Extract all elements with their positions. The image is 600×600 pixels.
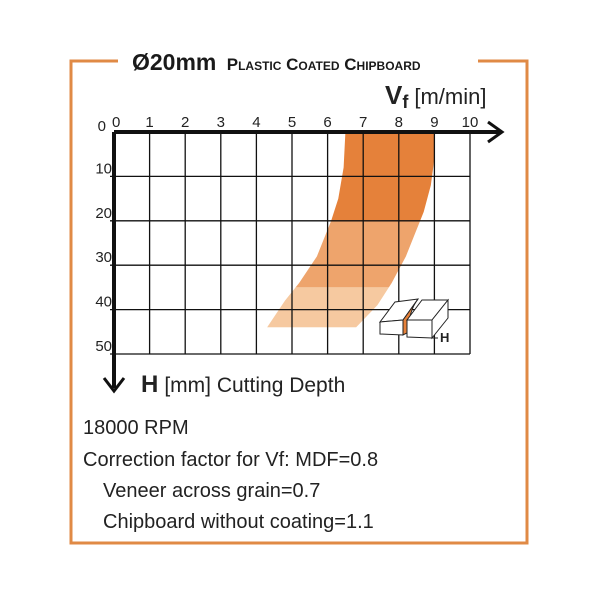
y-axis-arrow	[102, 377, 126, 394]
x-tick-label: 3	[217, 114, 225, 131]
y-axis-label: H [mm] Cutting Depth	[141, 371, 345, 398]
y-tick-label: 20	[95, 205, 112, 222]
x-tick-label: 1	[145, 114, 153, 131]
x-axis-arrow	[487, 120, 505, 144]
x-tick-label: 7	[359, 114, 367, 131]
title-diameter: Ø20mm	[132, 49, 216, 75]
title-material: Plastic Coated Chipboard	[227, 55, 421, 74]
rpm-text: 18000 RPM	[83, 417, 189, 439]
x-tick-label: 2	[181, 114, 189, 131]
x-tick-label: 5	[288, 114, 296, 131]
y-tick-label: 40	[95, 294, 112, 311]
x-tick-label: 8	[395, 114, 403, 131]
y-tick-label: 30	[95, 249, 112, 266]
y-tick-label: 0	[98, 118, 106, 135]
band-zone-medium	[295, 220, 421, 288]
icon-h-label: H	[440, 330, 449, 345]
y-tick-label: 10	[95, 160, 112, 177]
x-axis-label: Vf [m/min]	[385, 80, 486, 112]
chipboard-text: Chipboard without coating=1.1	[103, 511, 374, 533]
workpiece-icon: H	[378, 298, 449, 345]
correction-text: Correction factor for Vf: MDF=0.8	[83, 449, 378, 471]
veneer-text: Veneer across grain=0.7	[103, 480, 320, 502]
x-tick-label: 4	[252, 114, 260, 131]
x-tick-label: 6	[323, 114, 331, 131]
title: Ø20mm Plastic Coated Chipboard	[132, 49, 421, 75]
frame-border	[69, 59, 529, 545]
x-tick-label: 0	[112, 114, 120, 131]
x-tick-label: 9	[430, 114, 438, 131]
x-tick-label: 10	[462, 114, 479, 131]
y-tick-label: 50	[95, 338, 112, 355]
